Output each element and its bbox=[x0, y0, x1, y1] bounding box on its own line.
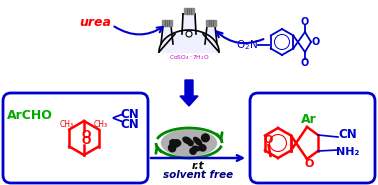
Text: O: O bbox=[81, 136, 91, 146]
Ellipse shape bbox=[183, 137, 191, 144]
FancyArrow shape bbox=[180, 80, 198, 106]
Bar bbox=[184, 8, 194, 14]
Circle shape bbox=[186, 31, 192, 37]
Text: $\mathsf{O_2N}$: $\mathsf{O_2N}$ bbox=[236, 38, 258, 52]
Text: $\mathsf{CoSO_4 \cdot 7H_2O}$: $\mathsf{CoSO_4 \cdot 7H_2O}$ bbox=[169, 53, 209, 63]
Ellipse shape bbox=[169, 144, 176, 152]
Text: NH₂: NH₂ bbox=[336, 147, 360, 157]
Text: CN: CN bbox=[339, 129, 357, 142]
Text: O: O bbox=[304, 159, 314, 169]
Bar bbox=[206, 20, 216, 26]
Ellipse shape bbox=[188, 140, 193, 146]
Ellipse shape bbox=[170, 140, 179, 147]
Text: O: O bbox=[301, 58, 309, 68]
Ellipse shape bbox=[190, 148, 196, 154]
Text: O: O bbox=[264, 135, 273, 145]
Ellipse shape bbox=[201, 134, 209, 142]
Text: Ar: Ar bbox=[301, 112, 317, 125]
Text: CH₃: CH₃ bbox=[60, 120, 74, 129]
Ellipse shape bbox=[174, 140, 181, 146]
FancyBboxPatch shape bbox=[3, 93, 148, 183]
Ellipse shape bbox=[193, 146, 200, 151]
Text: O: O bbox=[312, 37, 320, 47]
Text: CH₃: CH₃ bbox=[94, 120, 108, 129]
Polygon shape bbox=[161, 26, 173, 44]
Polygon shape bbox=[182, 14, 196, 34]
Text: CN: CN bbox=[121, 107, 139, 120]
Ellipse shape bbox=[199, 145, 206, 151]
Ellipse shape bbox=[161, 130, 217, 156]
Text: O: O bbox=[301, 17, 309, 27]
Text: solvent free: solvent free bbox=[163, 170, 233, 180]
Text: r.t: r.t bbox=[192, 161, 204, 171]
Bar bbox=[162, 20, 172, 26]
Text: <: < bbox=[111, 112, 123, 127]
Text: urea: urea bbox=[79, 16, 111, 28]
Text: CN: CN bbox=[121, 117, 139, 130]
FancyBboxPatch shape bbox=[250, 93, 375, 183]
Text: ArCHO: ArCHO bbox=[7, 108, 53, 122]
Ellipse shape bbox=[194, 137, 202, 145]
Polygon shape bbox=[205, 26, 217, 44]
Text: O: O bbox=[81, 130, 91, 140]
